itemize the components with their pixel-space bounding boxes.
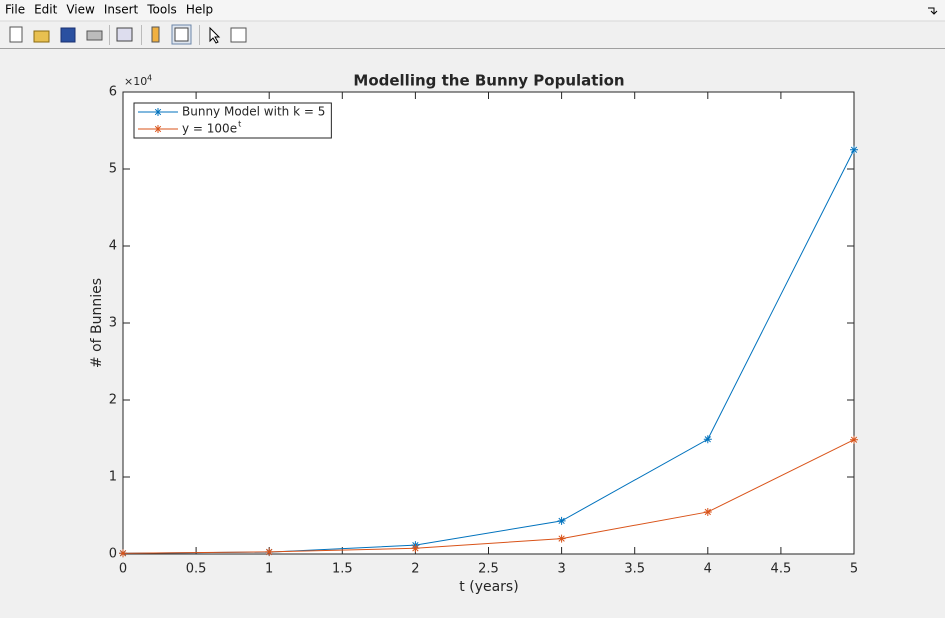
plot-area (123, 92, 854, 554)
legend-marker (154, 108, 162, 116)
data-marker (557, 534, 566, 543)
y-tick-label: 6 (109, 85, 117, 100)
series-line (122, 439, 855, 554)
x-tick-label: 0.5 (186, 562, 207, 577)
y-exponent: ×10 (124, 75, 147, 88)
toolbar (9, 24, 247, 45)
data-marker (850, 435, 858, 444)
x-tick-label: 3 (557, 562, 565, 577)
x-tick-label: 4 (704, 562, 712, 577)
data-marker (411, 544, 420, 553)
y-tick-label: 2 (109, 393, 117, 408)
menu-item[interactable]: File (5, 3, 25, 17)
x-axis-label: t (years) (459, 579, 518, 595)
data-marker (557, 516, 566, 525)
legend-icon (174, 27, 189, 42)
edit-plot-icon[interactable] (209, 26, 221, 44)
x-tick-label: 0 (119, 562, 127, 577)
legend-label: y = 100e (182, 122, 237, 136)
y-tick-label: 0 (109, 547, 117, 562)
y-tick-label: 4 (109, 239, 117, 254)
x-tick-label: 3.5 (624, 562, 645, 577)
property-icon[interactable] (230, 27, 247, 43)
open-icon[interactable] (33, 30, 50, 43)
y-exponent-power: 4 (147, 74, 152, 83)
colorbar-icon[interactable] (151, 26, 160, 43)
data-marker (703, 435, 712, 444)
menu-item[interactable]: Tools (146, 3, 177, 17)
menu-item[interactable]: Edit (34, 3, 58, 17)
data-marker (119, 549, 127, 558)
y-axis-label: # of Bunnies (89, 278, 105, 368)
link-icon[interactable] (116, 27, 133, 42)
menu-item[interactable]: Insert (104, 3, 139, 17)
y-tick-label: 5 (109, 162, 117, 177)
legend-marker (154, 125, 162, 133)
new-icon[interactable] (9, 26, 23, 43)
x-tick-label: 5 (850, 562, 858, 577)
chart-title: Modelling the Bunny Population (353, 72, 624, 90)
data-marker (703, 507, 712, 516)
axes-box (122, 91, 855, 555)
x-tick-label: 2 (411, 562, 419, 577)
print-icon[interactable] (86, 30, 103, 41)
x-tick-label: 1 (265, 562, 273, 577)
menu-item[interactable]: View (66, 3, 95, 17)
x-tick-label: 1.5 (332, 562, 353, 577)
data-marker (850, 145, 858, 154)
x-tick-label: 4.5 (771, 562, 792, 577)
save-icon[interactable] (60, 27, 76, 43)
dock-arrow[interactable] (928, 7, 938, 15)
menu-item[interactable]: Help (186, 3, 213, 17)
x-tick-label: 2.5 (478, 562, 499, 577)
menu-bar (0, 0, 945, 21)
legend-label: Bunny Model with k = 5 (182, 105, 325, 119)
legend-box (133, 102, 332, 139)
data-marker (265, 547, 274, 556)
y-tick-label: 3 (109, 316, 117, 331)
legend-superscript: t (238, 120, 241, 129)
y-tick-label: 1 (109, 470, 117, 485)
